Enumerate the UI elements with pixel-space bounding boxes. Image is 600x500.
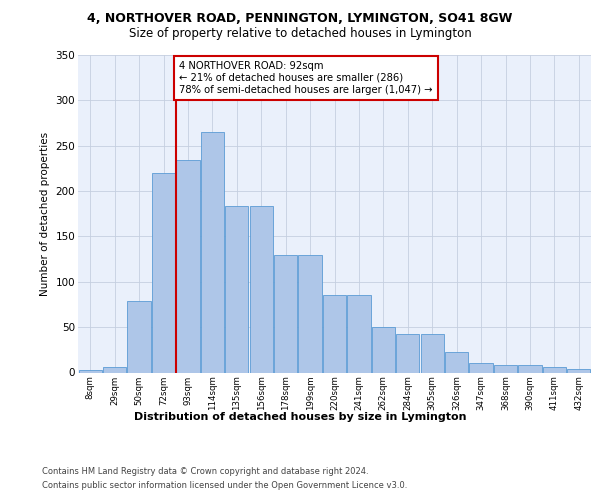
Text: Size of property relative to detached houses in Lymington: Size of property relative to detached ho…: [128, 28, 472, 40]
Bar: [323, 296, 346, 372]
Bar: [567, 369, 590, 372]
Bar: [250, 206, 273, 372]
Bar: [347, 296, 371, 372]
Bar: [127, 301, 151, 372]
Bar: [225, 206, 248, 372]
Bar: [494, 365, 517, 372]
Bar: [543, 367, 566, 372]
Y-axis label: Number of detached properties: Number of detached properties: [40, 132, 50, 296]
Bar: [469, 362, 493, 372]
Bar: [152, 173, 175, 372]
Bar: [445, 352, 468, 372]
Text: Distribution of detached houses by size in Lymington: Distribution of detached houses by size …: [134, 412, 466, 422]
Bar: [79, 370, 102, 372]
Bar: [518, 365, 542, 372]
Bar: [372, 327, 395, 372]
Text: 4, NORTHOVER ROAD, PENNINGTON, LYMINGTON, SO41 8GW: 4, NORTHOVER ROAD, PENNINGTON, LYMINGTON…: [88, 12, 512, 26]
Bar: [396, 334, 419, 372]
Bar: [274, 254, 297, 372]
Text: Contains public sector information licensed under the Open Government Licence v3: Contains public sector information licen…: [42, 481, 407, 490]
Bar: [421, 334, 444, 372]
Text: Contains HM Land Registry data © Crown copyright and database right 2024.: Contains HM Land Registry data © Crown c…: [42, 468, 368, 476]
Bar: [103, 367, 126, 372]
Bar: [298, 254, 322, 372]
Bar: [176, 160, 200, 372]
Bar: [201, 132, 224, 372]
Text: 4 NORTHOVER ROAD: 92sqm
← 21% of detached houses are smaller (286)
78% of semi-d: 4 NORTHOVER ROAD: 92sqm ← 21% of detache…: [179, 62, 433, 94]
